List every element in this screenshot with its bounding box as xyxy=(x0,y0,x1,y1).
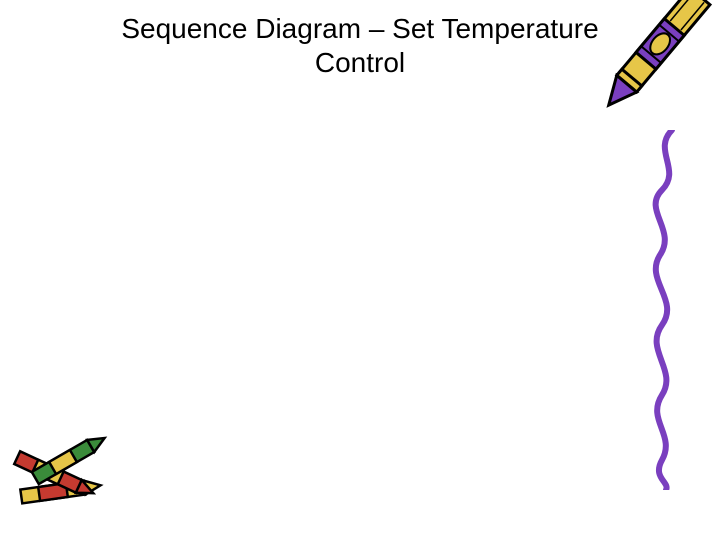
crayons-pile-icon xyxy=(8,417,128,522)
title-line-1: Sequence Diagram – Set Temperature xyxy=(121,13,598,44)
slide: Sequence Diagram – Set Temperature Contr… xyxy=(0,0,720,540)
title-line-2: Control xyxy=(315,47,405,78)
crayon-icon xyxy=(590,0,720,145)
squiggle-icon xyxy=(632,130,692,495)
